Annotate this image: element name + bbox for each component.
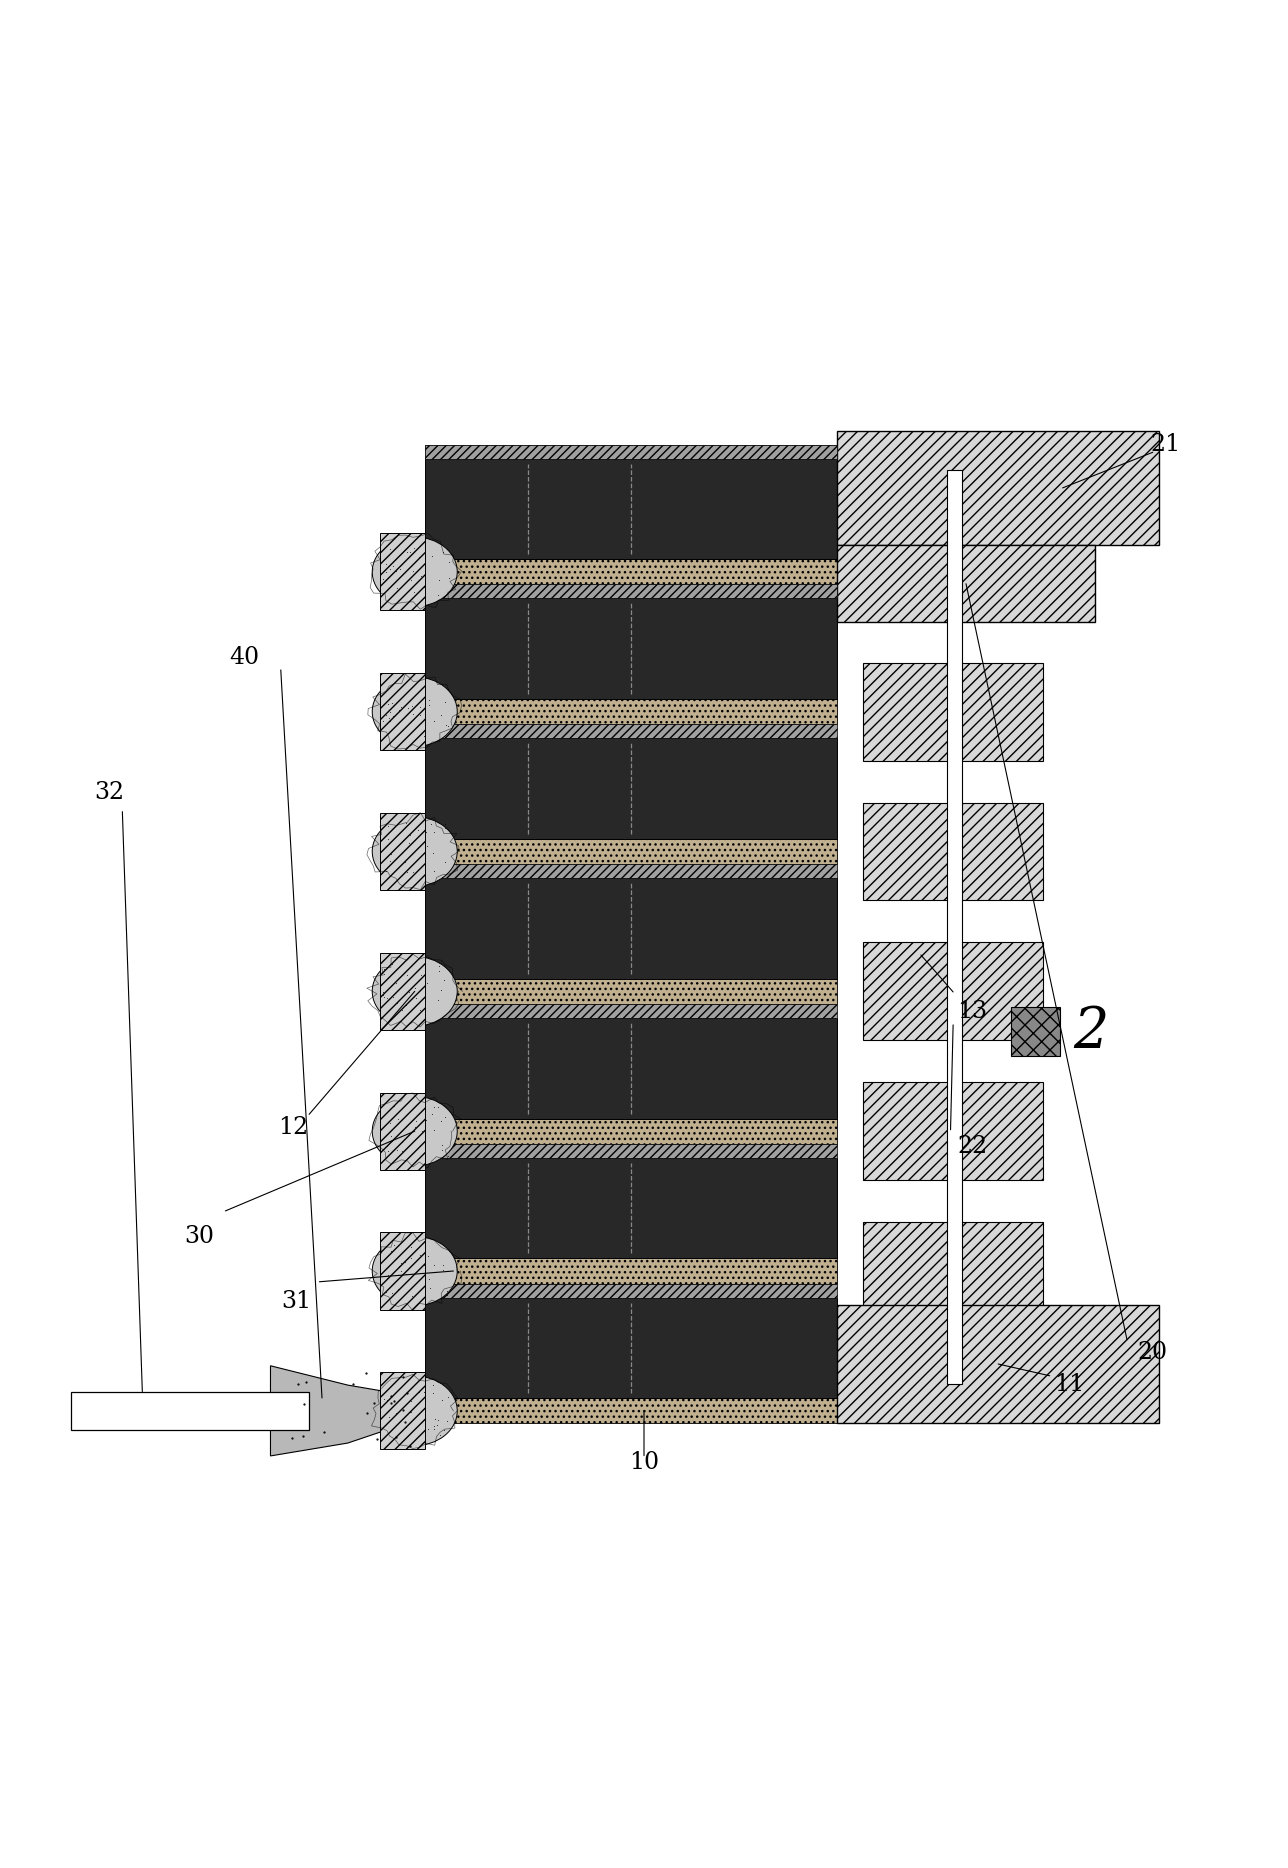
Ellipse shape	[372, 536, 457, 607]
Bar	[1011, 1007, 1060, 1057]
Bar	[863, 1082, 1043, 1181]
Text: 11: 11	[1054, 1373, 1084, 1395]
Text: 20: 20	[1137, 1341, 1168, 1364]
Text: 31: 31	[281, 1289, 312, 1313]
Bar	[425, 725, 837, 738]
Text: 21: 21	[1150, 433, 1181, 456]
Bar	[380, 1373, 425, 1450]
Bar	[425, 878, 837, 979]
Bar	[425, 1399, 837, 1423]
Polygon shape	[270, 1366, 425, 1455]
Bar	[425, 598, 837, 699]
Bar	[837, 545, 1095, 622]
Bar	[425, 1143, 837, 1158]
Text: 32: 32	[94, 781, 125, 803]
Bar	[947, 469, 962, 1384]
Bar	[425, 585, 837, 598]
Bar	[837, 432, 1159, 545]
Bar	[863, 941, 1043, 1040]
Ellipse shape	[372, 1237, 457, 1306]
Ellipse shape	[372, 816, 457, 885]
Text: 10: 10	[629, 1451, 659, 1474]
Bar	[425, 1283, 837, 1298]
Bar	[425, 445, 837, 458]
Bar	[380, 1233, 425, 1309]
Bar	[425, 738, 837, 839]
Bar	[380, 813, 425, 891]
Bar	[71, 1392, 309, 1431]
Bar	[863, 663, 1043, 760]
Bar	[425, 559, 837, 585]
Bar	[380, 672, 425, 751]
Ellipse shape	[372, 956, 457, 1026]
Bar	[380, 532, 425, 611]
Bar	[425, 445, 837, 458]
Bar	[425, 839, 837, 865]
Bar	[425, 1018, 837, 1119]
Bar	[863, 1222, 1043, 1321]
Text: 12: 12	[278, 1115, 309, 1139]
Bar	[425, 1298, 837, 1399]
Bar	[425, 1119, 837, 1143]
Ellipse shape	[372, 1097, 457, 1166]
Bar	[863, 803, 1043, 900]
Text: 13: 13	[957, 999, 988, 1024]
Bar	[380, 953, 425, 1029]
Ellipse shape	[372, 676, 457, 747]
Text: 40: 40	[229, 646, 260, 669]
Bar	[425, 458, 837, 559]
Text: 22: 22	[957, 1136, 988, 1158]
Bar	[837, 1304, 1159, 1423]
Bar	[380, 1093, 425, 1169]
Bar	[425, 1003, 837, 1018]
Bar	[425, 1158, 837, 1259]
Text: 2: 2	[1073, 1005, 1108, 1059]
Text: 30: 30	[184, 1225, 215, 1248]
Ellipse shape	[372, 1377, 457, 1446]
Bar	[425, 865, 837, 878]
Bar	[425, 699, 837, 725]
Bar	[425, 1259, 837, 1283]
Bar	[425, 979, 837, 1003]
